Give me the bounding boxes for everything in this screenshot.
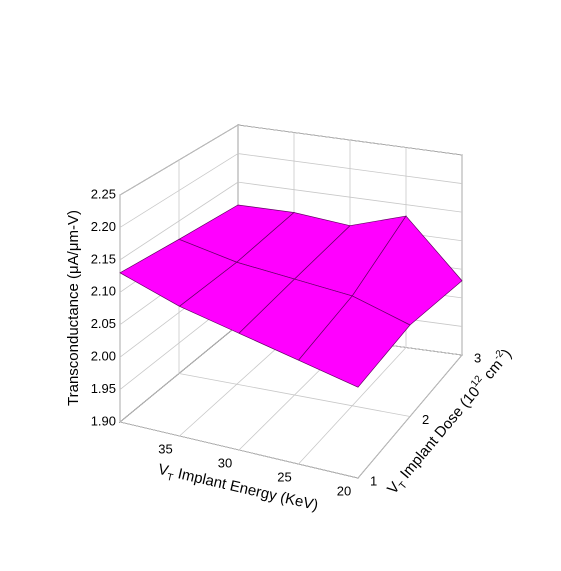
- y-tick-label: 3: [474, 350, 481, 365]
- surface-patch: [297, 295, 411, 388]
- z-tick-label: 2.20: [91, 219, 116, 234]
- z-tick-label: 2.05: [91, 316, 116, 331]
- y-tick-label: 1: [370, 473, 377, 488]
- y-axis-label-part: T: [397, 480, 409, 492]
- x-axis-label: VT Implant Energy (KeV): [156, 461, 320, 517]
- z-tick-label: 1.90: [91, 413, 116, 428]
- z-tick-label: 2.00: [91, 349, 116, 364]
- z-axis-label-part: Transconductance (μA/μm-V): [65, 210, 82, 406]
- x-tick-label: 20: [337, 483, 351, 498]
- z-axis-label: Transconductance (μA/μm-V): [65, 210, 82, 406]
- grid-line: [178, 373, 411, 417]
- x-tick-label: 30: [218, 455, 232, 470]
- x-tick-label: 25: [277, 469, 291, 484]
- x-tick-label: 35: [158, 441, 172, 456]
- y-axis-label-part: Implant Dose (10: [394, 384, 483, 486]
- z-tick-label: 2.10: [91, 284, 116, 299]
- y-axis-label: VT Implant Dose (1012 cm-2): [383, 345, 518, 500]
- z-tick-label: 1.95: [91, 381, 116, 396]
- x-axis-label-part: V: [156, 461, 170, 480]
- z-tick-label: 2.15: [91, 251, 116, 266]
- grid-line: [119, 421, 359, 479]
- z-tick-label: 2.25: [91, 186, 116, 201]
- x-axis-label-part: Implant Energy (KeV): [172, 464, 320, 514]
- x-axis-label-part: T: [166, 472, 174, 484]
- y-tick-label: 2: [422, 412, 429, 427]
